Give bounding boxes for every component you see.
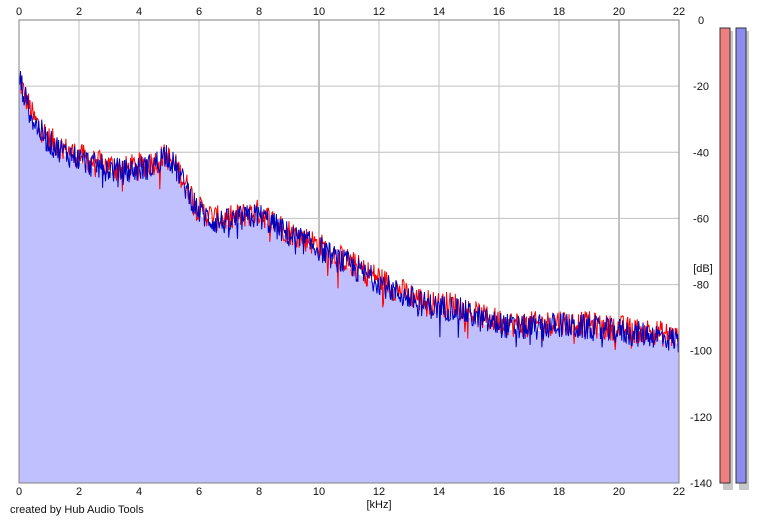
level-meter-right	[735, 27, 747, 484]
x-tick-label-top: 8	[256, 6, 262, 18]
series-line-right-channel	[18, 70, 680, 353]
x-tick-label-bottom: 14	[433, 486, 445, 498]
x-tick-label-bottom: 16	[493, 486, 505, 498]
x-tick-label-top: 0	[16, 6, 22, 18]
x-tick-label-top: 4	[136, 6, 142, 18]
x-tick-label-bottom: 10	[313, 486, 325, 498]
x-tick-label-bottom: 0	[16, 486, 22, 498]
y-tick-label: -100	[690, 346, 712, 358]
x-tick-label-bottom: 22	[673, 486, 685, 498]
y-axis-unit-label: [dB]	[693, 263, 713, 275]
x-tick-label-bottom: 20	[613, 486, 625, 498]
x-tick-label-top: 20	[613, 6, 625, 18]
y-tick-label: -80	[693, 280, 709, 292]
x-tick-label-bottom: 8	[256, 486, 262, 498]
x-tick-label-top: 10	[313, 6, 325, 18]
x-tick-label-top: 6	[196, 6, 202, 18]
credit-text: created by Hub Audio Tools	[10, 504, 144, 516]
x-axis-unit-label: [kHz]	[366, 499, 391, 511]
y-tick-label: -140	[690, 478, 712, 490]
plot-frame	[18, 19, 680, 484]
x-tick-label-bottom: 2	[76, 486, 82, 498]
level-meters	[719, 27, 749, 490]
spectrum-fill-area	[19, 82, 679, 484]
x-tick-label-top: 12	[373, 6, 385, 18]
y-tick-label: -20	[693, 81, 709, 93]
y-tick-label: -40	[693, 147, 709, 159]
x-tick-label-top: 16	[493, 6, 505, 18]
x-tick-label-bottom: 18	[553, 486, 565, 498]
x-tick-label-top: 22	[673, 6, 685, 18]
tick-labels: 002244668810101212141416161818202022220-…	[16, 6, 712, 498]
y-tick-label: -120	[690, 412, 712, 424]
x-tick-label-top: 2	[76, 6, 82, 18]
x-tick-label-bottom: 6	[196, 486, 202, 498]
y-tick-label: -60	[693, 213, 709, 225]
x-tick-label-bottom: 4	[136, 486, 142, 498]
y-tick-label: 0	[698, 15, 704, 27]
x-tick-label-top: 18	[553, 6, 565, 18]
x-tick-label-bottom: 12	[373, 486, 385, 498]
x-tick-label-top: 14	[433, 6, 445, 18]
level-meter-left	[719, 27, 731, 484]
